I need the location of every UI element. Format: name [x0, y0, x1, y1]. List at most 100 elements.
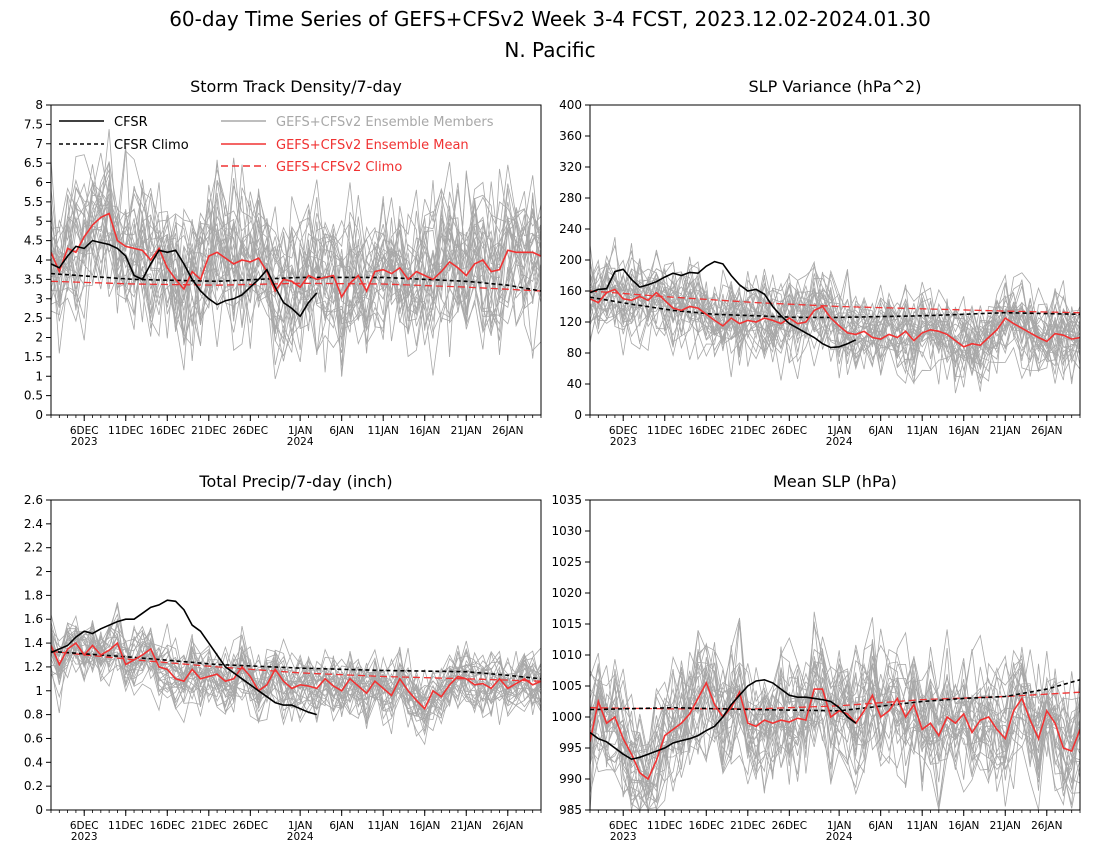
- legend-climo-label: GEFS+CFSv2 Climo: [276, 160, 402, 175]
- x-tick-label: 11JAN: [368, 820, 399, 832]
- x-tick-label: 21JAN: [451, 820, 482, 832]
- figure-title: 60-day Time Series of GEFS+CFSv2 Week 3-…: [169, 7, 931, 31]
- y-tick-label: 2.2: [24, 541, 43, 555]
- ensemble-member-line: [590, 676, 1080, 810]
- y-tick-label: 6: [35, 176, 43, 190]
- ensemble-member-line: [51, 624, 541, 719]
- precip-title: Total Precip/7-day (inch): [198, 472, 392, 491]
- precip-ensemble-mean-line: [51, 641, 541, 711]
- ensemble-member-line: [590, 262, 1080, 392]
- x-tick-year-label: 2023: [71, 436, 98, 448]
- x-tick-year-label: 2023: [610, 831, 637, 843]
- y-tick-label: 360: [559, 129, 582, 143]
- ensemble-member-line: [51, 613, 541, 710]
- storm-track-ensemble-mean-line: [51, 212, 541, 299]
- y-tick-label: 1000: [551, 710, 582, 724]
- ensemble-member-line: [51, 168, 541, 377]
- ensemble-member-line: [590, 262, 1080, 366]
- x-tick-label: 6DEC: [609, 425, 638, 437]
- slp-variance-cfsr-line: [590, 260, 857, 349]
- y-tick-label: 0.6: [24, 731, 43, 745]
- x-tick-label: 6JAN: [329, 425, 354, 437]
- precip-cfsr-climo-line: [51, 650, 541, 680]
- x-tick-year-label: 2023: [610, 436, 637, 448]
- y-tick-label: 2.6: [24, 493, 43, 507]
- y-tick-label: 0.5: [24, 389, 43, 403]
- y-tick-label: 1030: [551, 524, 582, 538]
- x-tick-label: 26DEC: [233, 425, 268, 437]
- y-tick-label: 2: [35, 331, 43, 345]
- ensemble-member-line: [590, 290, 1080, 388]
- y-tick-label: 1: [35, 369, 43, 383]
- y-tick-label: 0.8: [24, 708, 43, 722]
- y-tick-label: 40: [567, 377, 582, 391]
- ensemble-member-line: [51, 202, 541, 377]
- x-tick-label: 26DEC: [772, 820, 807, 832]
- x-tick-label: 1JAN: [827, 820, 852, 832]
- x-tick-label: 26JAN: [1031, 425, 1062, 437]
- x-tick-label: 6JAN: [868, 820, 893, 832]
- y-tick-label: 1: [35, 684, 43, 698]
- x-tick-label: 6DEC: [609, 820, 638, 832]
- x-tick-label: 1JAN: [827, 425, 852, 437]
- x-tick-year-label: 2024: [826, 436, 853, 448]
- ensemble-member-line: [590, 259, 1080, 365]
- y-tick-label: 120: [559, 315, 582, 329]
- storm-track-panel: Storm Track Density/7-day 0 0.5 1 1.5 2 2.5 3 3.…: [24, 77, 542, 448]
- y-tick-label: 990: [559, 772, 582, 786]
- y-tick-label: 80: [567, 346, 582, 360]
- ensemble-member-line: [590, 277, 1080, 376]
- x-tick-label: 16JAN: [409, 425, 440, 437]
- x-tick-label: 11DEC: [108, 425, 143, 437]
- ensemble-member-line: [51, 221, 541, 380]
- x-tick-label: 21DEC: [730, 820, 765, 832]
- ensemble-member-line: [590, 648, 1080, 798]
- x-tick-label: 21JAN: [990, 425, 1021, 437]
- ensemble-member-line: [590, 621, 1080, 762]
- figure-subtitle: N. Pacific: [504, 38, 595, 62]
- y-tick-label: 2.5: [24, 311, 43, 325]
- x-tick-label: 16JAN: [948, 425, 979, 437]
- y-tick-label: 1.5: [24, 350, 43, 364]
- x-tick-label: 26JAN: [492, 820, 523, 832]
- y-tick-label: 240: [559, 222, 582, 236]
- y-tick-label: 0: [35, 803, 43, 817]
- ensemble-member-line: [51, 190, 541, 354]
- ensemble-member-line: [590, 243, 1080, 363]
- x-tick-label: 11JAN: [368, 425, 399, 437]
- panels: Storm Track Density/7-day 0 0.5 1 1.5 2 2.5 3 3.…: [24, 77, 1081, 843]
- ensemble-member-line: [51, 624, 541, 715]
- ensemble-member-line: [51, 164, 541, 321]
- x-tick-label: 6JAN: [329, 820, 354, 832]
- x-tick-label: 21JAN: [451, 425, 482, 437]
- precip-cfsr-line: [51, 599, 318, 716]
- y-tick-label: 0: [574, 408, 582, 422]
- y-tick-label: 4.5: [24, 234, 43, 248]
- legend-cfsr-climo-label: CFSR Climo: [114, 138, 189, 153]
- mean-slp-ensemble-mean-line: [590, 680, 1080, 781]
- ensemble-member-line: [590, 664, 1080, 810]
- y-tick-label: 280: [559, 191, 582, 205]
- precip-frame: [50, 499, 542, 811]
- x-tick-label: 1JAN: [288, 820, 313, 832]
- x-tick-label: 1JAN: [288, 425, 313, 437]
- y-tick-label: 2.4: [24, 517, 43, 531]
- legend: CFSR CFSR Climo GEFS+CFSv2 Ensemble Member…: [59, 115, 494, 175]
- ensemble-member-line: [590, 275, 1080, 380]
- ensemble-member-line: [590, 284, 1080, 376]
- y-tick-label: 1005: [551, 679, 582, 693]
- x-tick-label: 11DEC: [647, 425, 682, 437]
- y-tick-label: 5.5: [24, 195, 43, 209]
- storm-track-ensemble-climo-line: [51, 280, 541, 292]
- ensemble-member-line: [51, 154, 541, 311]
- x-tick-year-label: 2023: [71, 831, 98, 843]
- y-tick-label: 200: [559, 253, 582, 267]
- ensemble-member-line: [590, 636, 1080, 807]
- storm-track-cfsr-line: [51, 239, 318, 318]
- x-tick-label: 6DEC: [70, 425, 99, 437]
- x-tick-label: 26JAN: [1031, 820, 1062, 832]
- y-tick-label: 7.5: [24, 117, 43, 131]
- mean-slp-panel: Mean SLP (hPa) 985 990 995 1000 1005 1010 1015 1…: [551, 472, 1081, 843]
- x-tick-label: 11JAN: [907, 425, 938, 437]
